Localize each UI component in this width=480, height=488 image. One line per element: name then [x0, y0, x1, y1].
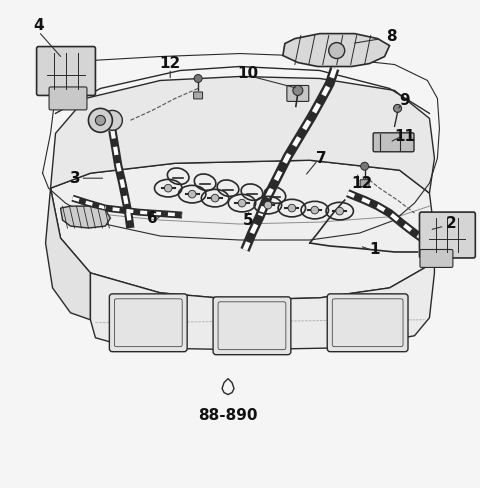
Circle shape — [293, 85, 303, 96]
Circle shape — [311, 206, 319, 214]
Text: 12: 12 — [351, 176, 372, 191]
Circle shape — [102, 110, 122, 130]
Text: 8: 8 — [386, 29, 397, 44]
Text: 3: 3 — [70, 171, 81, 186]
Text: 88-890: 88-890 — [198, 408, 258, 423]
Text: 11: 11 — [394, 129, 415, 144]
Circle shape — [336, 207, 344, 215]
FancyBboxPatch shape — [420, 249, 453, 267]
FancyBboxPatch shape — [109, 294, 187, 352]
Text: 12: 12 — [159, 56, 181, 71]
Text: 7: 7 — [316, 151, 327, 166]
Text: 10: 10 — [238, 66, 259, 81]
Text: 9: 9 — [399, 93, 410, 108]
FancyBboxPatch shape — [49, 87, 87, 110]
Text: 1: 1 — [369, 243, 380, 258]
Circle shape — [194, 75, 202, 82]
FancyBboxPatch shape — [360, 180, 369, 187]
Circle shape — [264, 201, 272, 209]
FancyBboxPatch shape — [287, 85, 309, 102]
Polygon shape — [50, 160, 434, 300]
FancyBboxPatch shape — [36, 46, 96, 96]
FancyBboxPatch shape — [213, 297, 291, 355]
Circle shape — [211, 194, 219, 202]
Circle shape — [96, 115, 106, 125]
Circle shape — [164, 184, 172, 192]
Polygon shape — [90, 233, 434, 350]
Polygon shape — [50, 77, 434, 193]
Text: 6: 6 — [147, 211, 157, 225]
Polygon shape — [46, 188, 90, 320]
Circle shape — [88, 108, 112, 132]
Polygon shape — [283, 34, 390, 66]
FancyBboxPatch shape — [420, 212, 475, 258]
Circle shape — [238, 199, 246, 207]
Text: 5: 5 — [243, 213, 253, 227]
FancyBboxPatch shape — [373, 133, 414, 152]
Polygon shape — [60, 206, 110, 228]
Circle shape — [288, 204, 296, 212]
Text: 2: 2 — [446, 216, 457, 230]
Circle shape — [188, 190, 196, 198]
Circle shape — [329, 42, 345, 59]
FancyBboxPatch shape — [193, 92, 203, 99]
Circle shape — [394, 104, 402, 112]
FancyBboxPatch shape — [327, 294, 408, 352]
Circle shape — [360, 162, 369, 170]
Text: 4: 4 — [33, 18, 44, 33]
